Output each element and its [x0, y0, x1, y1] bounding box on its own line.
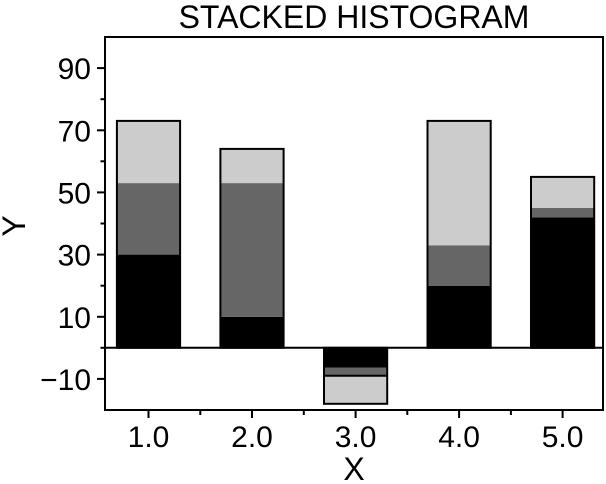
bar-segment: [427, 285, 491, 348]
x-tick-label: 1.0: [128, 421, 170, 454]
y-tick-label: −10: [40, 364, 91, 397]
y-tick-label: 50: [58, 177, 91, 210]
bar-segment: [324, 366, 388, 376]
bar-segment: [324, 347, 388, 367]
y-tick-label: 70: [58, 115, 91, 148]
bar-segment: [220, 183, 284, 317]
x-axis-label: X: [343, 451, 365, 484]
chart-title: STACKED HISTOGRAM: [178, 0, 530, 35]
y-tick-label: 90: [58, 53, 91, 86]
bar-segment: [220, 148, 284, 184]
x-tick-label: 5.0: [542, 421, 584, 454]
bar-segment: [116, 183, 181, 255]
x-tick-label: 4.0: [438, 421, 480, 454]
bar-segment: [531, 208, 595, 218]
bar-segment: [531, 217, 595, 348]
bar-segment: [116, 120, 181, 184]
bar-segment: [531, 176, 595, 208]
x-tick-label: 2.0: [231, 421, 273, 454]
bar-segment: [116, 254, 181, 348]
bar-segment: [220, 316, 284, 348]
bar-segment: [427, 245, 491, 286]
x-tick-label: 3.0: [335, 421, 377, 454]
y-tick-label: 10: [58, 302, 91, 335]
bar-segment: [427, 120, 491, 246]
y-tick-label: 30: [58, 240, 91, 273]
bar-segment: [324, 375, 388, 404]
